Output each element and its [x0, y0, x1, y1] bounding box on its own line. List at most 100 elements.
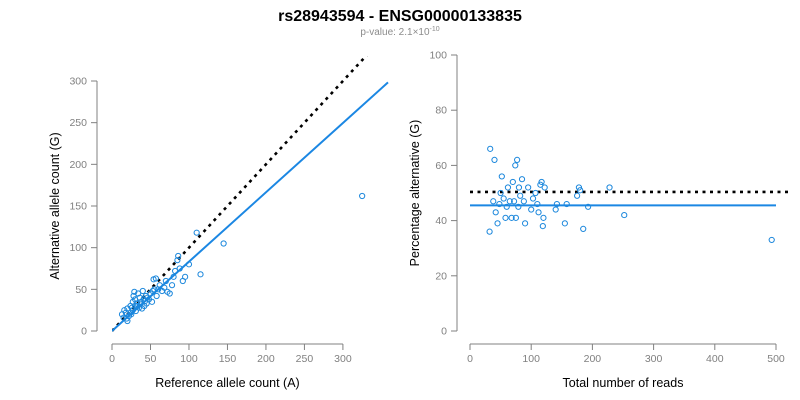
left-data-point — [170, 273, 177, 280]
left-data-point — [122, 309, 129, 316]
left-data-point — [156, 282, 163, 289]
left-data-point — [220, 240, 227, 247]
right-x-tick-label: 200 — [584, 353, 602, 365]
right-scatter-panel: 0 100 200 300 400 500 0 20 40 60 80 100 Total number… — [408, 50, 790, 390]
left-data-point — [197, 271, 204, 278]
right-data-point — [518, 176, 526, 183]
left-data-point — [155, 286, 162, 293]
right-data-point — [561, 220, 568, 227]
left-data-point — [135, 290, 142, 297]
right-x-tick-label: 400 — [706, 353, 724, 365]
right-data-point — [535, 209, 542, 216]
right-data-point — [509, 178, 516, 186]
left-data-point — [135, 304, 143, 311]
left-data-point — [152, 275, 159, 282]
right-data-point — [515, 203, 522, 210]
right-x-tick-label: 100 — [522, 353, 540, 365]
right-x-tick-label: 500 — [767, 353, 785, 365]
right-data-point — [621, 211, 628, 219]
right-data-point — [529, 195, 537, 202]
right-data-point — [553, 200, 561, 208]
left-data-point — [161, 284, 168, 291]
right-y-axis-label: Percentage alternative (G) — [408, 120, 422, 267]
right-data-point — [500, 195, 507, 202]
subtitle-text: p-value: 2.1×10 — [360, 27, 430, 38]
right-data-point — [515, 184, 523, 191]
left-data-point — [144, 294, 151, 301]
left-lines-group — [112, 56, 389, 332]
left-x-tick-label: 150 — [219, 353, 237, 365]
right-data-point — [517, 192, 524, 199]
left-data-point — [182, 273, 189, 280]
left-data-point — [166, 290, 173, 297]
left-x-tick-label: 100 — [180, 353, 198, 365]
right-data-point — [512, 214, 520, 221]
left-y-tick-label: 200 — [69, 159, 87, 171]
left-data-point — [148, 298, 156, 305]
left-points-group — [118, 192, 366, 325]
left-x-tick-label: 300 — [334, 353, 352, 365]
right-data-point — [525, 184, 532, 191]
right-y-tick-label: 20 — [435, 270, 447, 282]
right-y-tick-label: 100 — [429, 50, 447, 62]
right-x-axis-label: Total number of reads — [563, 376, 684, 390]
left-y-tick-label: 50 — [75, 284, 87, 296]
right-data-point — [574, 192, 581, 199]
left-scatter-panel: 0 50 100 150 200 250 300 0 50 100 150 200 250 300 Refe… — [48, 56, 389, 390]
right-data-point — [577, 187, 584, 194]
right-data-point — [528, 206, 535, 213]
right-y-tick-label: 60 — [435, 160, 447, 172]
left-x-tick-label: 50 — [145, 353, 157, 365]
right-data-point — [585, 203, 592, 210]
left-data-point — [174, 257, 181, 264]
left-data-point — [193, 229, 200, 236]
left-y-tick-label: 300 — [69, 76, 87, 88]
left-data-point — [162, 277, 169, 285]
left-data-point — [134, 302, 141, 310]
right-data-point — [538, 178, 545, 186]
right-data-point — [580, 225, 587, 232]
left-x-axis-label: Reference allele count (A) — [155, 376, 300, 390]
right-data-point — [506, 198, 513, 205]
left-y-axis-label: Alternative allele count (G) — [48, 132, 62, 279]
right-data-point — [486, 228, 493, 235]
left-x-tick-label: 250 — [296, 353, 314, 365]
right-data-point — [492, 209, 499, 216]
right-data-point — [514, 156, 521, 163]
right-data-point — [487, 145, 494, 152]
right-data-point — [497, 189, 504, 197]
right-data-point — [532, 189, 539, 197]
right-y-tick-label: 0 — [441, 326, 447, 338]
right-data-point — [503, 203, 510, 210]
left-data-point — [142, 292, 149, 300]
left-data-point — [131, 288, 138, 295]
right-data-point — [502, 214, 509, 221]
right-x-tick-label: 300 — [645, 353, 663, 365]
left-data-point — [130, 292, 137, 300]
right-data-point — [512, 162, 519, 169]
left-data-point — [136, 294, 143, 301]
right-data-point — [491, 156, 498, 163]
left-fit-line — [112, 81, 389, 332]
right-data-point — [534, 200, 541, 208]
right-data-point — [494, 220, 501, 227]
right-data-point — [490, 198, 497, 205]
left-x-tick-label: 200 — [257, 353, 275, 365]
right-data-point — [563, 200, 570, 208]
right-y-tick-label: 40 — [435, 215, 447, 227]
left-y-tick-label: 150 — [69, 201, 87, 213]
left-y-tick-label: 0 — [81, 326, 87, 338]
right-data-point — [504, 184, 512, 191]
left-y-tick-label: 100 — [69, 242, 87, 254]
subtitle-exponent: -10 — [430, 26, 440, 33]
left-data-point — [153, 292, 160, 300]
chart-title: rs28943594 - ENSG00000133835 — [278, 8, 522, 25]
left-data-point — [185, 261, 193, 268]
right-data-point — [768, 236, 775, 244]
right-data-point — [498, 173, 505, 180]
right-x-tick-label: 0 — [467, 353, 473, 365]
right-data-point — [521, 220, 529, 227]
left-data-point — [151, 286, 158, 293]
right-data-point — [496, 200, 503, 208]
